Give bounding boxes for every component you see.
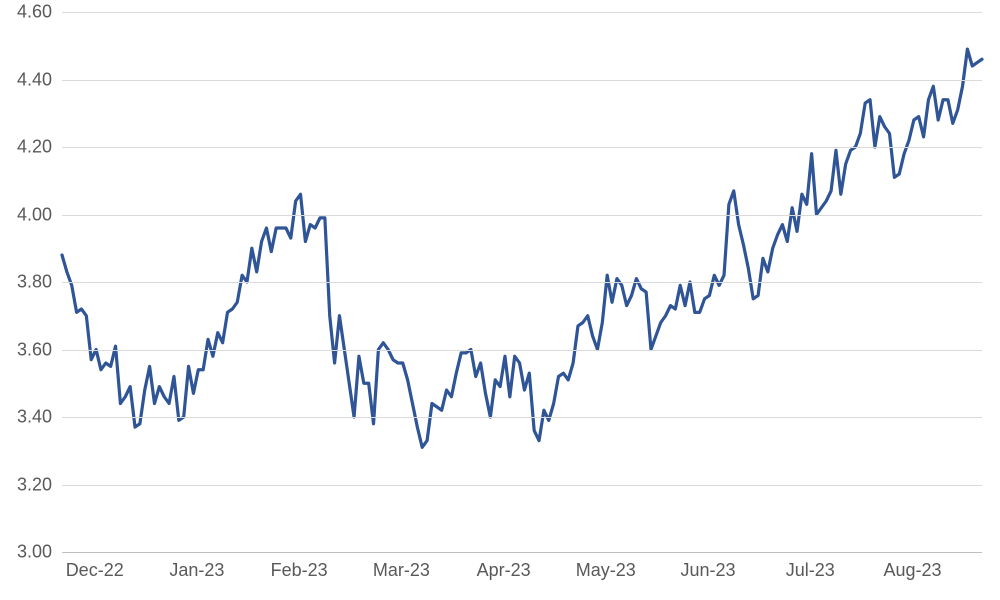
y-tick-label: 4.20 [0, 137, 52, 158]
plot-area [62, 12, 982, 552]
y-tick-label: 3.40 [0, 407, 52, 428]
y-gridline [62, 12, 982, 13]
y-gridline [62, 147, 982, 148]
y-tick-label: 3.00 [0, 542, 52, 563]
x-tick-label: Dec-22 [66, 560, 124, 581]
y-gridline [62, 80, 982, 81]
x-tick-label: May-23 [576, 560, 636, 581]
y-tick-label: 3.60 [0, 339, 52, 360]
x-tick-label: Jul-23 [786, 560, 835, 581]
x-tick-label: Mar-23 [373, 560, 430, 581]
y-tick-label: 4.60 [0, 2, 52, 23]
line-chart: 3.00 3.20 3.40 3.60 3.80 4.00 4.20 4.40 4.60 Dec-… [0, 0, 1000, 600]
x-tick-label: Jan-23 [169, 560, 224, 581]
x-tick-label: Jun-23 [681, 560, 736, 581]
y-gridline [62, 417, 982, 418]
y-gridline [62, 282, 982, 283]
y-gridline [62, 215, 982, 216]
y-tick-label: 4.40 [0, 69, 52, 90]
data-series-line [62, 49, 982, 447]
y-tick-label: 3.20 [0, 474, 52, 495]
x-axis-line [62, 552, 982, 553]
x-tick-label: Feb-23 [271, 560, 328, 581]
y-tick-label: 4.00 [0, 204, 52, 225]
x-tick-label: Aug-23 [883, 560, 941, 581]
y-gridline [62, 350, 982, 351]
y-gridline [62, 485, 982, 486]
x-tick-label: Apr-23 [477, 560, 531, 581]
y-tick-label: 3.80 [0, 272, 52, 293]
